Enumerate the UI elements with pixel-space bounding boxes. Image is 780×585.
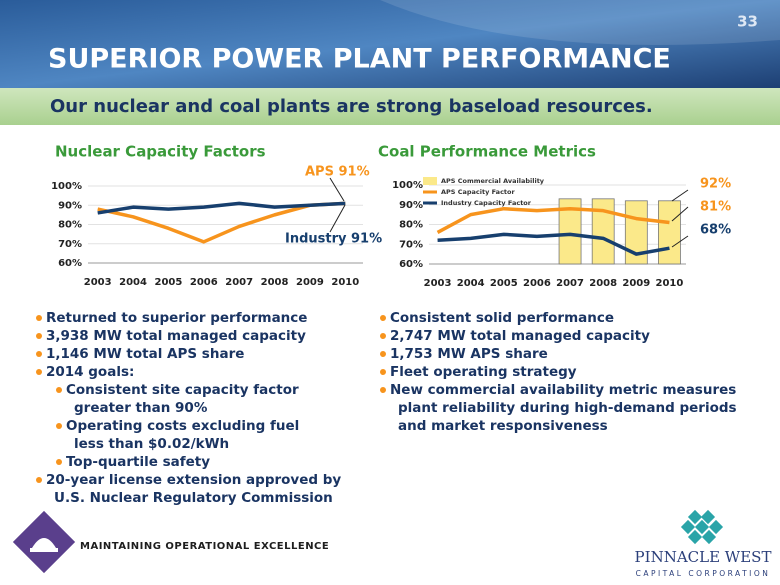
- x-tick-label: 2005: [155, 277, 183, 288]
- bullet-dot: [36, 351, 42, 357]
- y-tick-label: 70%: [399, 239, 423, 250]
- bar: [591, 198, 615, 265]
- bar: [658, 200, 681, 265]
- bullet-dot: [56, 423, 62, 429]
- series-line: [436, 206, 670, 234]
- bullet-text: 2014 goals:: [46, 364, 134, 380]
- bullet-dot: [380, 387, 386, 393]
- y-tick-label: 60%: [399, 259, 423, 270]
- bullet-text: Top-quartile safety: [66, 454, 210, 470]
- bullet-dot: [36, 315, 42, 321]
- bullet-text: greater than 90%: [74, 400, 208, 416]
- x-tick-label: 2003: [424, 278, 452, 289]
- y-tick-label: 90%: [399, 200, 423, 211]
- legend-label: Industry Capacity Factor: [441, 199, 532, 207]
- bullet-text: 3,938 MW total managed capacity: [46, 328, 306, 344]
- series-line: [97, 201, 346, 215]
- bullet-text: less than $0.02/kWh: [74, 436, 229, 452]
- x-tick-label: 2004: [119, 277, 147, 288]
- bullet-text: 20-year license extension approved by: [46, 472, 341, 488]
- bullet-text: Fleet operating strategy: [390, 364, 577, 380]
- slide-title: SUPERIOR POWER PLANT PERFORMANCE: [48, 44, 671, 75]
- legend-swatch: [423, 177, 437, 185]
- legend-label: APS Commercial Availability: [441, 177, 545, 185]
- bullet-text: 1,146 MW total APS share: [46, 346, 244, 362]
- bullet-dot: [36, 477, 42, 483]
- y-tick-label: 100%: [392, 180, 423, 191]
- x-tick-label: 2010: [331, 277, 359, 288]
- chart-title: Nuclear Capacity Factors: [55, 143, 266, 161]
- series-line: [437, 232, 670, 256]
- bullet-dot: [56, 387, 62, 393]
- footer-tagline: MAINTAINING OPERATIONAL EXCELLENCE: [80, 541, 329, 552]
- y-tick-label: 70%: [58, 239, 82, 250]
- bullet-text: Returned to superior performance: [46, 310, 307, 326]
- bullet-text: Consistent solid performance: [390, 310, 614, 326]
- bullet-text: Consistent site capacity factor: [66, 382, 299, 398]
- bullet-dot: [380, 369, 386, 375]
- y-tick-label: 60%: [58, 258, 82, 269]
- x-tick-label: 2008: [589, 278, 617, 289]
- annotation: 81%: [700, 200, 731, 215]
- x-tick-label: 2009: [296, 277, 324, 288]
- x-tick-label: 2010: [656, 278, 684, 289]
- chart-title: Coal Performance Metrics: [378, 143, 596, 161]
- bullet-text: plant reliability during high-demand per…: [398, 400, 737, 416]
- bullet-text: 2,747 MW total managed capacity: [390, 328, 650, 344]
- x-tick-label: 2004: [457, 278, 485, 289]
- x-tick-label: 2007: [225, 277, 253, 288]
- x-tick-label: 2006: [523, 278, 551, 289]
- annotation: APS 91%: [305, 165, 370, 180]
- header-band: [0, 0, 780, 88]
- annotation-leader: [329, 204, 346, 233]
- bullet-dot: [380, 351, 386, 357]
- slide-subtitle: Our nuclear and coal plants are strong b…: [50, 96, 653, 117]
- bullet-dot: [380, 333, 386, 339]
- x-tick-label: 2008: [261, 277, 289, 288]
- annotation-leader: [671, 189, 689, 202]
- bullet-text: Operating costs excluding fuel: [66, 418, 299, 434]
- company-name: PINNACLE WEST: [635, 548, 772, 566]
- bullet-dot: [380, 315, 386, 321]
- header-swoosh: [380, 0, 780, 45]
- annotation-leader: [329, 177, 345, 202]
- annotation: 92%: [700, 177, 731, 192]
- bullet-text: New commercial availability metric measu…: [390, 382, 736, 398]
- annotation: Industry 91%: [285, 232, 382, 247]
- y-tick-label: 80%: [58, 220, 82, 231]
- x-tick-label: 2006: [190, 277, 218, 288]
- x-tick-label: 2003: [84, 277, 112, 288]
- annotation-leader: [671, 206, 689, 222]
- page-number: 33: [737, 13, 758, 31]
- bullet-text: 1,753 MW APS share: [390, 346, 548, 362]
- company-subname: CAPITAL CORPORATION: [636, 569, 771, 578]
- bullet-dot: [36, 369, 42, 375]
- bar: [558, 198, 582, 265]
- y-tick-label: 100%: [51, 181, 82, 192]
- bullet-text: U.S. Nuclear Regulatory Commission: [54, 490, 333, 506]
- bullet-text: and market responsiveness: [398, 418, 608, 434]
- y-tick-label: 90%: [58, 200, 82, 211]
- x-tick-label: 2005: [490, 278, 518, 289]
- y-tick-label: 80%: [399, 220, 423, 231]
- x-tick-label: 2007: [556, 278, 584, 289]
- legend-label: APS Capacity Factor: [441, 188, 515, 196]
- footer-logo: [12, 510, 76, 574]
- bullet-dot: [36, 333, 42, 339]
- annotation-leader: [671, 235, 689, 248]
- company-logo-mark: [680, 509, 724, 545]
- annotation: 68%: [700, 223, 731, 238]
- x-tick-label: 2009: [622, 278, 650, 289]
- bullet-dot: [56, 459, 62, 465]
- subtitle-band: [0, 88, 780, 125]
